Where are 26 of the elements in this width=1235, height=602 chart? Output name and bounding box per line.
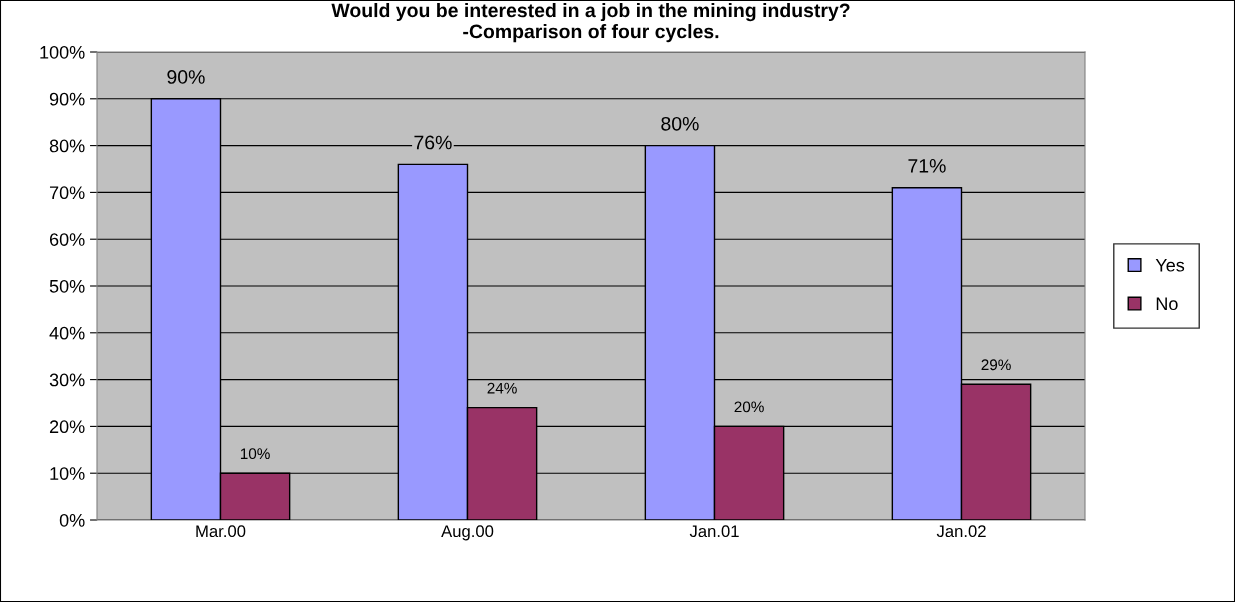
x-tick-label: Aug.00 — [441, 525, 494, 541]
y-tick-label: 80% — [49, 139, 85, 153]
y-tick-label: 10% — [50, 467, 85, 480]
legend-label: Yes — [1155, 259, 1185, 272]
data-label: 71% — [908, 159, 946, 173]
data-label: 76% — [414, 135, 452, 150]
data-label: 24% — [487, 382, 517, 394]
y-tick-label: 90% — [49, 92, 85, 106]
y-tick-label: 50% — [49, 279, 85, 293]
x-tick-label: Jan.01 — [689, 525, 739, 538]
y-tick-label: 60% — [49, 233, 85, 246]
legend-label: No — [1156, 297, 1178, 311]
y-tick-label: 100% — [40, 45, 85, 59]
y-tick-label: 30% — [49, 373, 85, 387]
x-tick-label: Mar.00 — [196, 525, 246, 538]
data-label: 90% — [167, 70, 205, 84]
data-label: 80% — [661, 116, 699, 131]
data-label: 20% — [734, 401, 764, 413]
data-label: 29% — [981, 359, 1011, 371]
x-tick-label: Jan.02 — [936, 525, 986, 538]
y-tick-label: 40% — [49, 326, 85, 340]
y-tick-label: 0% — [59, 513, 85, 527]
y-tick-label: 20% — [49, 420, 85, 434]
data-label: 10% — [240, 448, 270, 460]
chart-title: Would you be interested in a job in the mining industry? -Comparison of four cycles. — [331, 2, 850, 43]
y-tick-label: 70% — [49, 186, 85, 200]
